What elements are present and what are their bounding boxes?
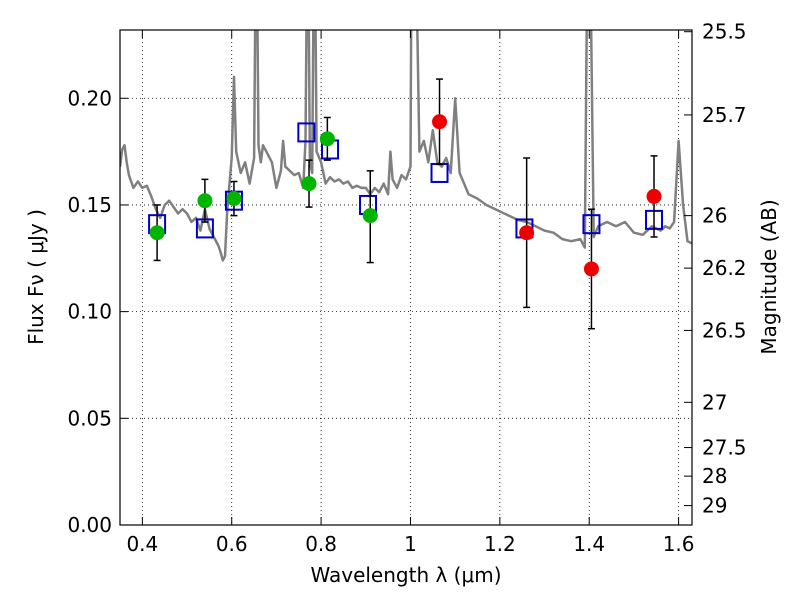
x-tick-label: 0.4 <box>126 532 158 556</box>
y-tick-label: 0.20 <box>67 86 112 110</box>
observed-point <box>319 131 335 147</box>
y-tick-label: 0.15 <box>67 193 112 217</box>
y-tick-label: 0.10 <box>67 300 112 324</box>
ticks: 0.4 0.6 0.8 1 1.2 1.4 1.6 0.00 0.05 0.10 0.15 0.20 2… <box>67 20 746 556</box>
observed-point <box>519 225 535 241</box>
x-tick-label: 1.6 <box>663 532 695 556</box>
observed-point <box>646 188 662 204</box>
plot-frame <box>119 29 693 526</box>
x-tick-label: 0.6 <box>216 532 248 556</box>
observed-point <box>149 225 165 241</box>
observed-point <box>362 208 378 224</box>
mag-tick-label: 25.5 <box>702 20 747 44</box>
observed-point <box>226 191 242 207</box>
mag-tick-label: 26.5 <box>702 318 747 342</box>
mag-tick-label: 28 <box>702 464 727 488</box>
x-tick-label: 1.2 <box>484 532 516 556</box>
mag-tick-label: 25.7 <box>702 103 747 127</box>
gridlines <box>120 30 692 525</box>
y-axis-label-left: Flux Fν ( μJy ) <box>24 209 48 345</box>
x-tick-label: 0.8 <box>305 532 337 556</box>
mag-tick-label: 27 <box>702 390 727 414</box>
plot-background <box>120 30 692 525</box>
y-axis-label-right: Magnitude (AB) <box>757 199 781 354</box>
observed-point <box>301 176 317 192</box>
mag-tick-label: 27.5 <box>702 436 747 460</box>
observed-point <box>583 261 599 277</box>
mag-tick-label: 26 <box>702 204 727 228</box>
x-axis-label: Wavelength λ (μm) <box>310 563 501 587</box>
axis-labels: Wavelength λ (μm) Flux Fν ( μJy ) Magnit… <box>24 199 781 587</box>
y-tick-label: 0.00 <box>67 513 112 537</box>
x-tick-label: 1 <box>404 532 417 556</box>
mag-tick-label: 26.2 <box>702 256 747 280</box>
y-tick-label: 0.05 <box>67 406 112 430</box>
observed-point <box>432 114 448 130</box>
mag-tick-label: 29 <box>702 494 727 518</box>
model-photometry-square <box>297 122 316 143</box>
markers-layer <box>148 78 664 330</box>
observed-point <box>197 193 213 209</box>
x-tick-label: 1.4 <box>573 532 605 556</box>
